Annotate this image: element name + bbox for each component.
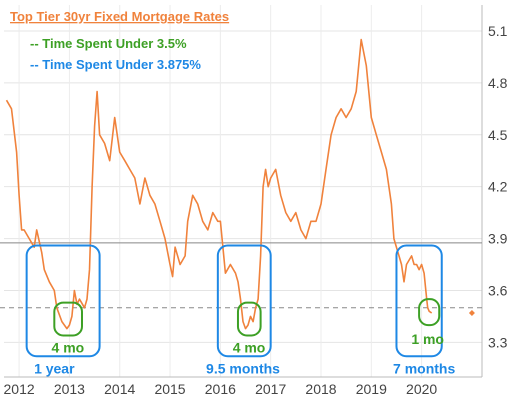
sub-box-label: 4 mo <box>52 340 85 356</box>
sub-box-label: 1 mo <box>411 331 444 347</box>
series-group <box>5 38 475 330</box>
x-tick-label: 2019 <box>356 381 387 397</box>
highlight-box <box>395 244 443 358</box>
x-tick-label: 2014 <box>104 381 135 397</box>
y-tick-label: 3.9 <box>488 231 508 247</box>
last-value-marker <box>468 309 475 316</box>
x-tick-label: 2020 <box>406 381 437 397</box>
x-tick-label: 2013 <box>54 381 85 397</box>
highlight-box <box>216 244 272 358</box>
sub-box-label: 4 mo <box>233 340 266 356</box>
highlight-box <box>25 244 101 358</box>
gridlines <box>4 5 483 378</box>
legend-under-3-875: -- Time Spent Under 3.875% <box>30 57 201 72</box>
x-tick-label: 2018 <box>305 381 336 397</box>
y-tick-label: 5.1 <box>488 23 508 39</box>
x-tick-label: 2016 <box>205 381 236 397</box>
highlight-boxes: 1 year 9.5 months 7 months 4 mo 4 mo 1 mo <box>25 244 455 376</box>
y-tick-label: 3.6 <box>488 282 508 298</box>
highlight-box-label: 9.5 months <box>206 360 280 376</box>
y-axis: 3.3 3.6 3.9 4.2 4.5 4.8 5.1 <box>488 23 508 350</box>
sub-box <box>236 301 262 337</box>
chart-title: Top Tier 30yr Fixed Mortgage Rates <box>10 9 229 24</box>
legend-under-3-5: -- Time Spent Under 3.5% <box>30 36 187 51</box>
y-tick-label: 4.5 <box>488 127 508 143</box>
highlight-box-label: 1 year <box>34 360 75 376</box>
rate-series-line <box>5 38 433 330</box>
y-tick-label: 4.8 <box>488 75 508 91</box>
highlight-box-label: 7 months <box>393 360 455 376</box>
x-tick-label: 2017 <box>255 381 286 397</box>
x-tick-label: 2012 <box>4 381 35 397</box>
reference-lines <box>0 242 482 309</box>
sub-box <box>418 298 441 327</box>
y-tick-label: 4.2 <box>488 179 508 195</box>
x-axis: 2012 2013 2014 2015 2016 2017 2018 2019 2020 <box>4 381 438 397</box>
x-tick-label: 2015 <box>154 381 185 397</box>
sub-box <box>53 301 83 337</box>
y-tick-label: 3.3 <box>488 334 508 350</box>
